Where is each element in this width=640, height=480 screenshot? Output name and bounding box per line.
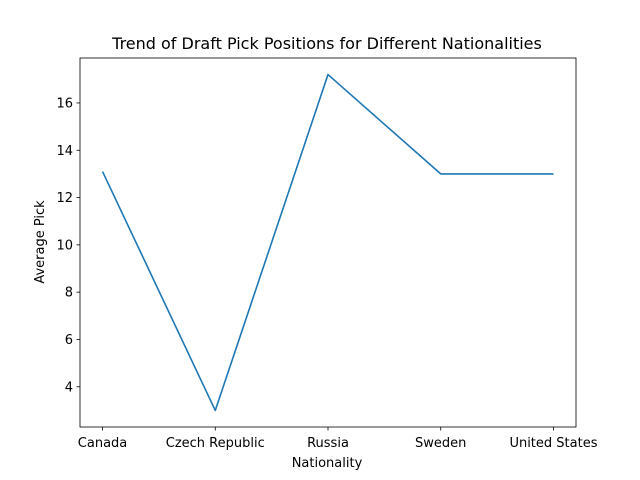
series-line	[101, 73, 554, 412]
x-tick-label: Canada	[78, 436, 127, 451]
x-tick-label: Sweden	[415, 436, 466, 451]
chart-title: Trend of Draft Pick Positions for Differ…	[111, 34, 542, 53]
y-tick-label: 14	[56, 144, 73, 159]
x-axis-label: Nationality	[292, 456, 363, 471]
y-tick-label: 10	[56, 238, 73, 253]
y-tick-label: 16	[56, 96, 73, 111]
plot-area: 4 6 8 10 12 14 16 Canada Czech Republic Russia Swe…	[56, 57, 598, 451]
x-tick-label: Russia	[307, 436, 349, 451]
y-tick-label: 4	[65, 380, 73, 395]
axes-frame	[79, 57, 577, 428]
x-tick-label: Czech Republic	[166, 436, 265, 451]
x-tick-label: United States	[509, 436, 597, 451]
y-axis-label: Average Pick	[33, 200, 48, 284]
y-tick-label: 12	[56, 191, 73, 206]
y-tick-label: 6	[65, 333, 73, 348]
y-tick-label: 8	[65, 286, 73, 301]
